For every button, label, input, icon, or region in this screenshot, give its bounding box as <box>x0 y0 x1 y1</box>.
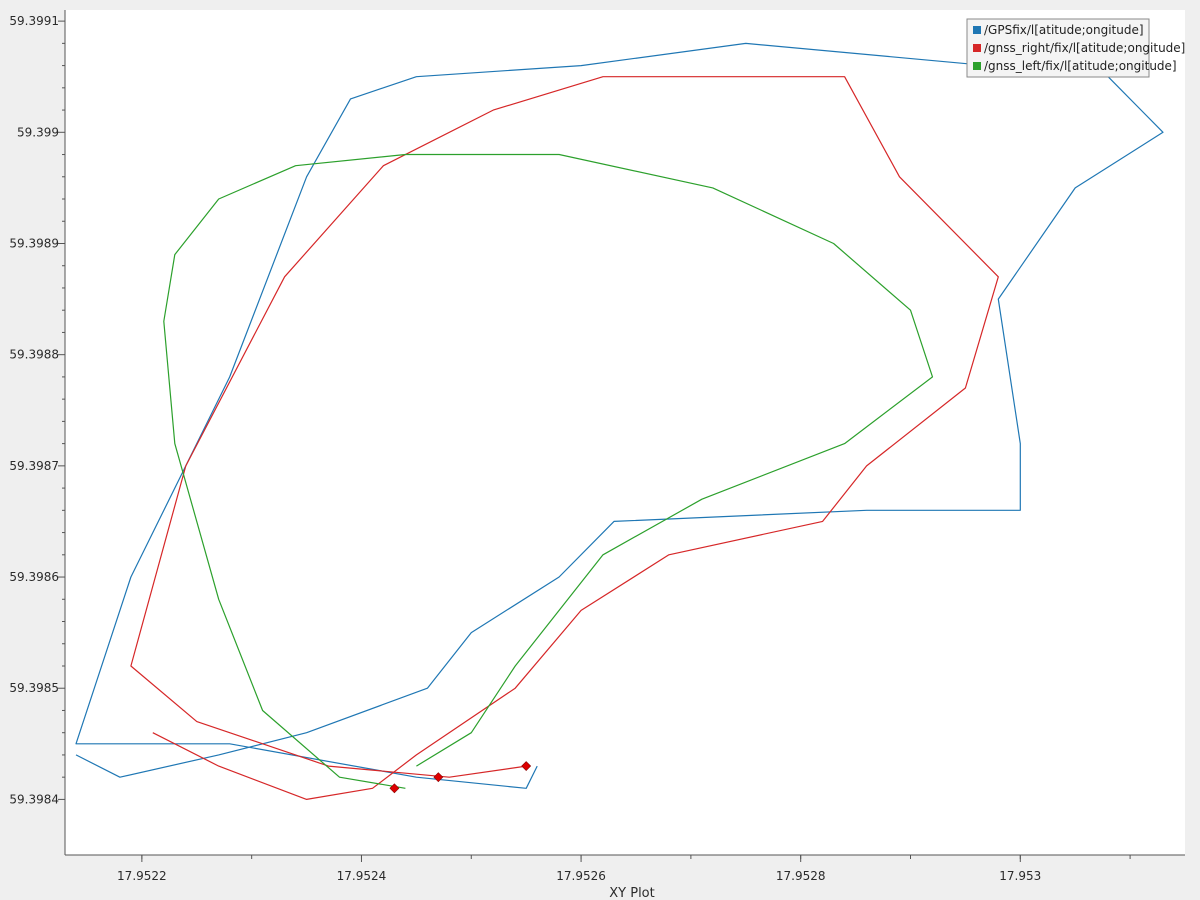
series-line-gpsfix-l-atitude-ongitude <box>75 42 1164 789</box>
y-tick-label: 59.3991 <box>9 14 59 28</box>
y-tick-label: 59.3987 <box>9 459 59 473</box>
y-tick-label: 59.399 <box>17 125 59 139</box>
y-tick-label: 59.3985 <box>9 681 59 695</box>
legend-box <box>966 18 1150 78</box>
legend-label-gnss-left: /gnss_left/fix/l[atitude;ongitude] <box>984 59 1177 73</box>
y-tick-label: 59.3986 <box>9 570 59 584</box>
x-tick-label: 17.9522 <box>117 869 167 883</box>
series-line-gnss-right-fix-l-atitude-ongitude <box>130 76 999 801</box>
position-marker-3 <box>521 761 532 771</box>
legend-swatch-gpsfix <box>973 26 981 34</box>
legend-swatch-gnss-left <box>973 62 981 70</box>
plot-canvas[interactable] <box>65 10 1185 855</box>
x-axis-label: XY Plot <box>609 886 654 900</box>
position-marker-2 <box>433 772 444 783</box>
x-tick-label: 17.9524 <box>337 869 387 883</box>
x-tick-label: 17.953 <box>999 869 1041 883</box>
x-tick-label: 17.9526 <box>556 869 606 883</box>
legend-label-gnss-right: /gnss_right/fix/l[atitude;ongitude] <box>984 41 1185 55</box>
y-tick-label: 59.3988 <box>9 348 59 362</box>
legend-swatch-gnss-right <box>973 44 981 52</box>
y-tick-label: 59.3984 <box>9 792 59 806</box>
y-tick-label: 59.3989 <box>9 236 59 250</box>
series-line-gnss-left-fix-l-atitude-ongitude <box>163 153 934 789</box>
x-tick-label: 17.9528 <box>776 869 826 883</box>
legend: /GPSfix/l[atitude;ongitude] /gnss_right/… <box>966 18 1185 78</box>
legend-label-gpsfix: /GPSfix/l[atitude;ongitude] <box>984 23 1144 37</box>
position-marker-1 <box>389 783 400 794</box>
